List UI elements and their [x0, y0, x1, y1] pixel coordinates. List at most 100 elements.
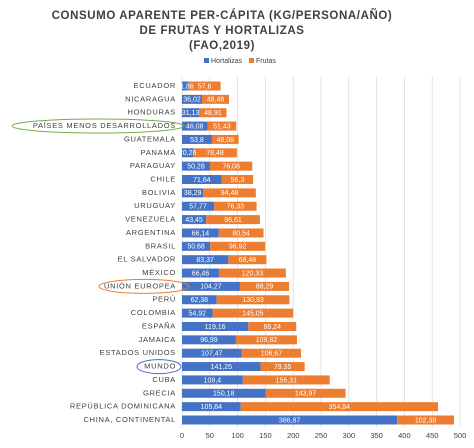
data-label: 96,99	[200, 337, 218, 344]
bar	[182, 94, 203, 104]
y-tick-label: JAMAICA	[139, 335, 176, 344]
x-tick-label: 150	[259, 431, 272, 440]
highlight	[98, 278, 190, 294]
y-tick-label: UNIÓN EUROPEA	[104, 281, 176, 290]
x-tick-label: 350	[370, 431, 383, 440]
data-label: 109,82	[256, 337, 278, 344]
data-label: 11,86	[177, 83, 194, 90]
bar	[242, 375, 330, 385]
bar	[182, 134, 212, 144]
labels: ECUADOR 11,86 57,6 NICARAGUA 36,02 48,46 HONDU…	[33, 81, 436, 424]
data-label: 68,48	[239, 257, 257, 264]
highlight	[136, 359, 182, 375]
bar	[235, 335, 297, 345]
bar	[182, 335, 236, 345]
y-tick-label: PERÚ	[152, 295, 176, 304]
data-label: 104,27	[200, 284, 222, 291]
x-tick-label: 300	[343, 431, 356, 440]
data-label: 119,16	[205, 324, 226, 331]
chart-title: CONSUMO APARENTE PER-CÁPITA (KG/PERSONA/…	[52, 9, 393, 22]
bar	[182, 108, 200, 118]
bar	[182, 148, 194, 158]
bar	[193, 148, 237, 158]
data-label: 31,13	[182, 110, 200, 117]
data-label: 56,3	[231, 177, 245, 184]
y-tick-label: GUATEMALA	[124, 134, 176, 143]
data-label: 66,46	[192, 270, 210, 277]
data-label: 94,48	[221, 190, 239, 197]
y-tick-label: PANAMÁ	[141, 148, 176, 157]
x-tick-label: 400	[398, 431, 411, 440]
y-tick-label: ESTADOS UNIDOS	[100, 348, 176, 357]
y-tick-label: BRASIL	[145, 241, 176, 250]
highlight	[11, 118, 185, 134]
y-tick-label: CHINA, CONTINENTAL	[84, 415, 176, 424]
x-tick-label: 200	[287, 431, 300, 440]
bar	[182, 215, 207, 225]
legend-label: Hortalizas	[211, 58, 243, 65]
data-label: 51,43	[213, 123, 231, 130]
y-tick-label: URUGUAY	[134, 201, 176, 210]
data-label: 20,26	[179, 150, 197, 157]
bar	[218, 268, 286, 278]
data-label: 109,4	[204, 377, 222, 384]
y-tick-label: GRECIA	[143, 388, 176, 397]
bar	[182, 375, 243, 385]
data-label: 150,18	[213, 391, 235, 398]
bar	[182, 362, 261, 372]
bar	[228, 255, 267, 265]
data-label: 86,24	[263, 324, 281, 331]
bar	[265, 388, 346, 398]
data-label: 50,28	[187, 164, 205, 171]
y-tick-label: VENEZUELA	[125, 215, 176, 224]
bar	[182, 321, 249, 331]
data-label: 43,45	[185, 217, 203, 224]
bar	[182, 308, 213, 318]
y-tick-label: EL SALVADOR	[118, 255, 176, 264]
bars	[182, 81, 455, 425]
bar	[260, 362, 305, 372]
data-label: 143,97	[295, 391, 317, 398]
bar	[207, 121, 237, 131]
bar	[182, 228, 219, 238]
grid: 0 50 100 150 200 250 300 350 400 450 500	[180, 76, 466, 440]
bar	[199, 108, 227, 118]
data-label: 48,91	[204, 110, 222, 117]
data-label: 130,93	[242, 297, 264, 304]
x-tick-label: 250	[315, 431, 328, 440]
data-label: 78,48	[206, 150, 224, 157]
y-tick-label: BOLIVIA	[142, 188, 176, 197]
data-label: 88,29	[256, 284, 274, 291]
bar	[240, 402, 439, 412]
y-tick-label: PARAGUAY	[130, 161, 176, 170]
bar	[182, 201, 215, 211]
bar	[182, 348, 242, 358]
data-label: 79,35	[274, 364, 292, 371]
bar	[216, 295, 290, 305]
data-label: 102,38	[415, 417, 437, 424]
data-label: 76,33	[227, 204, 245, 211]
data-label: 145,05	[242, 310, 264, 317]
x-tick-label: 500	[454, 431, 467, 440]
x-tick-label: 100	[231, 431, 244, 440]
data-label: 57,77	[189, 204, 207, 211]
bar	[182, 81, 189, 91]
data-label: 156,31	[276, 377, 298, 384]
bar	[182, 188, 204, 198]
data-label: 66,14	[192, 230, 210, 237]
data-label: 57,6	[198, 83, 212, 90]
bar	[182, 121, 208, 131]
data-label: 50,68	[187, 244, 205, 251]
y-tick-label: PAÍSES MENOS DESARROLLADOS	[33, 121, 176, 130]
data-label: 98,92	[229, 244, 247, 251]
bar	[182, 241, 211, 251]
x-tick-label: 50	[206, 431, 214, 440]
data-label: 38,29	[184, 190, 202, 197]
y-tick-label: MÉXICO	[142, 268, 176, 277]
y-tick-label: CHILE	[150, 175, 176, 184]
data-label: 96,61	[224, 217, 242, 224]
bar	[188, 81, 221, 91]
bar	[212, 308, 294, 318]
bar	[202, 94, 229, 104]
